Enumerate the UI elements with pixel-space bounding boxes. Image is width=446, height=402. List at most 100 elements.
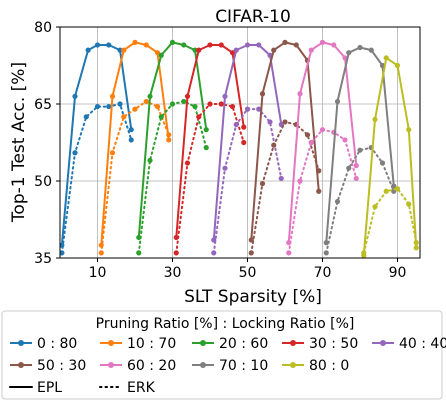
- legend-style-label: EPL: [37, 380, 62, 396]
- erk-point: [271, 142, 277, 148]
- epl-point: [308, 47, 314, 53]
- y-axis: 35 50 65 80: [34, 20, 60, 267]
- erk-point: [94, 103, 101, 110]
- erk-point: [181, 98, 187, 105]
- epl-point: [319, 39, 326, 46]
- legend-swatch-marker: [200, 340, 206, 346]
- erk-point: [304, 132, 311, 138]
- y-tick-label: 80: [34, 20, 52, 36]
- series-800: [361, 55, 419, 258]
- erk-point: [211, 250, 217, 256]
- legend-label: 30 : 50: [309, 336, 358, 352]
- epl-point: [293, 42, 299, 48]
- legend-swatch-marker: [18, 362, 24, 368]
- legend-style-entry: ERK: [99, 380, 156, 396]
- legend-label: 50 : 30: [37, 358, 86, 374]
- x-tick-label: 70: [314, 265, 332, 281]
- legend: Pruning Ratio [%] : Locking Ratio [%] 0 …: [1, 310, 446, 400]
- epl-line: [175, 44, 245, 239]
- erk-point: [244, 106, 251, 112]
- epl-point: [323, 240, 329, 246]
- epl-point: [391, 183, 397, 189]
- erk-point: [256, 106, 262, 112]
- plot-frame: [59, 26, 421, 259]
- erk-point: [184, 160, 191, 166]
- erk-point: [147, 157, 153, 164]
- epl-point: [353, 163, 359, 169]
- epl-point: [94, 42, 101, 48]
- epl-point: [207, 42, 213, 48]
- erk-line: [362, 187, 418, 254]
- erk-point: [229, 103, 236, 110]
- epl-point: [117, 47, 123, 53]
- erk-point: [203, 145, 209, 151]
- epl-point: [334, 98, 341, 105]
- legend-label: 80 : 0: [309, 358, 349, 374]
- erk-line: [250, 121, 320, 254]
- legend-swatch-marker: [108, 362, 114, 368]
- erk-point: [60, 250, 65, 256]
- legend-swatch-marker: [200, 362, 206, 368]
- legend-entry: 40 : 40: [372, 336, 446, 352]
- epl-point: [368, 47, 374, 53]
- erk-point: [154, 103, 161, 110]
- legend-entry: 60 : 20: [100, 358, 176, 374]
- series-7010: [323, 44, 397, 256]
- epl-point: [85, 47, 91, 53]
- epl-point: [166, 137, 172, 143]
- erk-point: [297, 178, 303, 184]
- legend-label: 20 : 60: [219, 336, 268, 352]
- erk-point: [346, 165, 352, 171]
- epl-point: [394, 62, 401, 69]
- erk-point: [278, 175, 284, 182]
- epl-point: [128, 127, 134, 133]
- x-axis-label: SLT Sparsity [%]: [184, 287, 322, 307]
- legend-label: 60 : 20: [127, 358, 176, 374]
- erk-point: [196, 114, 202, 120]
- series-2060: [136, 39, 209, 256]
- erk-point: [353, 175, 359, 182]
- epl-point: [241, 124, 247, 130]
- epl-line: [60, 44, 133, 247]
- legend-entry: 10 : 70: [100, 336, 176, 352]
- erk-point: [117, 101, 123, 107]
- epl-line: [100, 41, 170, 247]
- legend-entry: 30 : 50: [282, 336, 358, 352]
- erk-point: [218, 101, 224, 107]
- legend-swatch-marker: [18, 340, 24, 346]
- epl-point: [192, 47, 198, 53]
- epl-point: [211, 237, 217, 243]
- y-tick-label: 50: [34, 174, 52, 190]
- epl-point: [259, 91, 266, 97]
- epl-point: [154, 50, 161, 56]
- erk-point: [267, 119, 273, 125]
- erk-point: [379, 160, 386, 166]
- erk-point: [233, 121, 239, 128]
- epl-point: [357, 44, 363, 51]
- epl-point: [297, 91, 303, 97]
- y-tick-label: 35: [34, 251, 52, 267]
- epl-point: [109, 93, 116, 99]
- legend-swatch-marker: [290, 340, 296, 346]
- erk-point: [323, 250, 329, 256]
- x-tick-label: 10: [89, 265, 107, 281]
- epl-point: [121, 47, 127, 53]
- epl-point: [229, 50, 236, 56]
- erk-point: [308, 139, 314, 146]
- epl-point: [203, 127, 209, 133]
- epl-point: [106, 42, 112, 48]
- legend-entry: 0 : 80: [10, 336, 77, 352]
- erk-point: [394, 186, 401, 192]
- epl-point: [413, 245, 419, 251]
- series-1070: [98, 39, 172, 256]
- epl-point: [173, 234, 179, 241]
- legend-title: Pruning Ratio [%] : Locking Ratio [%]: [96, 316, 355, 332]
- epl-line: [250, 41, 320, 241]
- erk-point: [319, 127, 326, 133]
- epl-point: [372, 116, 378, 122]
- y-tick-label: 65: [34, 97, 52, 113]
- epl-point: [271, 47, 277, 53]
- legend-entry: 70 : 10: [192, 358, 268, 374]
- epl-point: [316, 188, 322, 194]
